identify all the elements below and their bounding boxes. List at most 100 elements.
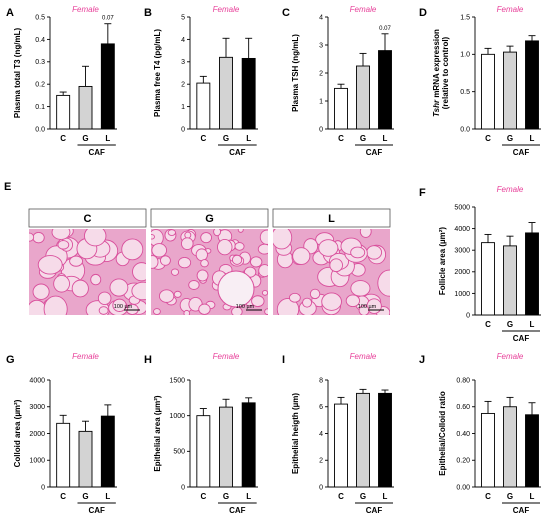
bar-l — [241, 57, 256, 130]
p-value-annotation: 0.07 — [379, 26, 391, 32]
follicle — [321, 292, 342, 311]
x-tick-label-c: C — [485, 134, 491, 143]
panel-j-epithelial-colloid-ratio: J Female 0.00 0.20 0.40 0.60 0.80 Epithelial/Co… — [419, 352, 541, 515]
y-tick-label: 1000 — [454, 291, 470, 298]
y-tick-label: 1.0 — [460, 52, 470, 59]
panel-d-tshr-mrna: D Female 0.0 0.5 1.0 1.5 Tshr mRNA expression(… — [419, 5, 541, 157]
follicle — [109, 278, 129, 297]
follicle — [158, 289, 175, 303]
follicle — [318, 239, 339, 257]
y-axis-label: Epithelial area (µm²) — [153, 395, 162, 472]
group-label: CAF — [513, 148, 530, 157]
sex-label: Female — [213, 352, 240, 361]
bar-c — [481, 53, 495, 130]
bar-g — [503, 245, 517, 316]
bar-c — [56, 94, 71, 130]
micrograph-g: 100 µm — [151, 229, 268, 315]
follicle — [200, 232, 213, 244]
y-axis-label: Epithelial heigth (µm) — [291, 393, 300, 474]
y-tick-label: 2000 — [29, 431, 45, 438]
y-tick-label: 0.20 — [456, 458, 470, 465]
bar-g — [219, 406, 233, 488]
follicle — [329, 258, 343, 273]
y-tick-label: 1500 — [169, 377, 185, 384]
follicle — [170, 268, 180, 276]
y-tick-label: 2 — [181, 82, 185, 89]
follicle — [183, 309, 191, 315]
bar-l — [378, 392, 392, 488]
x-tick-label-c: C — [485, 320, 491, 329]
y-axis-label-gene: Tshr — [432, 99, 441, 117]
follicle — [153, 308, 161, 315]
y-tick-label: 0.00 — [456, 484, 470, 491]
bar-g — [356, 65, 370, 130]
y-tick-label: 0.2 — [35, 82, 45, 89]
follicle — [84, 229, 107, 247]
sex-label: Female — [497, 5, 524, 14]
follicle — [259, 229, 268, 245]
follicle — [167, 229, 176, 236]
p-value-annotation: 0.07 — [102, 16, 114, 22]
y-tick-label: 2 — [319, 458, 323, 465]
follicle — [132, 262, 146, 282]
panel-g-colloid-area: G Female 0 1000 2000 3000 4000 Colloid area (µm… — [6, 352, 117, 515]
y-tick-label: 0 — [181, 484, 185, 491]
y-axis-label: Colloid area (µm²) — [13, 399, 22, 467]
y-tick-label: 0.4 — [35, 37, 45, 44]
panel-e-micrographs: E C 100 µm G 100 µm L 100 µm — [4, 181, 391, 315]
follicle — [231, 254, 243, 265]
follicle — [97, 291, 112, 305]
group-label: CAF — [513, 506, 530, 515]
micrograph-title-box-g — [150, 208, 269, 228]
y-tick-label: 3000 — [29, 404, 45, 411]
bar-c — [334, 87, 348, 130]
sex-label: Female — [213, 5, 240, 14]
follicle — [188, 280, 200, 290]
follicle — [51, 229, 71, 240]
y-tick-label: 3 — [319, 42, 323, 49]
follicle — [234, 242, 245, 251]
sex-label: Female — [497, 352, 524, 361]
y-tick-label: 1000 — [169, 413, 185, 420]
sex-label: Female — [72, 352, 99, 361]
x-tick-label-g: G — [223, 134, 229, 143]
follicle — [217, 270, 255, 308]
sex-label: Female — [72, 5, 99, 14]
follicle — [90, 273, 102, 286]
bar-l — [100, 415, 115, 488]
follicle — [345, 294, 360, 308]
x-tick-label-l: L — [383, 492, 388, 501]
bar-g — [219, 56, 233, 130]
x-tick-label-c: C — [60, 134, 66, 143]
panel-h-epithelial-area: H Female 0 500 1000 1500 Epithelial area (µm²)… — [144, 352, 258, 515]
x-tick-label-l: L — [105, 134, 110, 143]
bar-l — [525, 414, 539, 488]
micrograph-title-c: C — [84, 213, 92, 225]
panel-f-follicle-area: F Female 0 1000 2000 3000 4000 5000 Follicle are… — [419, 185, 541, 343]
y-tick-label: 0 — [41, 484, 45, 491]
micrograph-title-box-c — [28, 208, 147, 228]
sex-label: Female — [350, 5, 377, 14]
bar-c — [481, 242, 495, 316]
x-tick-label-g: G — [507, 492, 513, 501]
micrograph-l: 100 µm — [273, 229, 390, 315]
sex-label: Female — [497, 185, 524, 194]
follicle — [131, 281, 146, 301]
panel-letter-g: G — [6, 354, 15, 366]
scale-bar-label: 100 µm — [236, 304, 255, 310]
follicle — [151, 243, 168, 258]
follicle — [350, 246, 366, 259]
x-tick-label-l: L — [105, 492, 110, 501]
y-axis-label: Follicle area (µm²) — [438, 227, 447, 296]
follicle — [98, 306, 109, 315]
follicle — [121, 238, 144, 261]
y-tick-label: 0 — [181, 126, 185, 133]
bar-g — [356, 392, 370, 488]
follicle — [302, 297, 313, 308]
follicle — [292, 247, 311, 265]
follicle — [151, 255, 159, 269]
follicle — [261, 290, 268, 296]
x-tick-label-c: C — [200, 134, 206, 143]
follicle — [276, 297, 300, 315]
micrograph-title-l: L — [328, 213, 335, 225]
